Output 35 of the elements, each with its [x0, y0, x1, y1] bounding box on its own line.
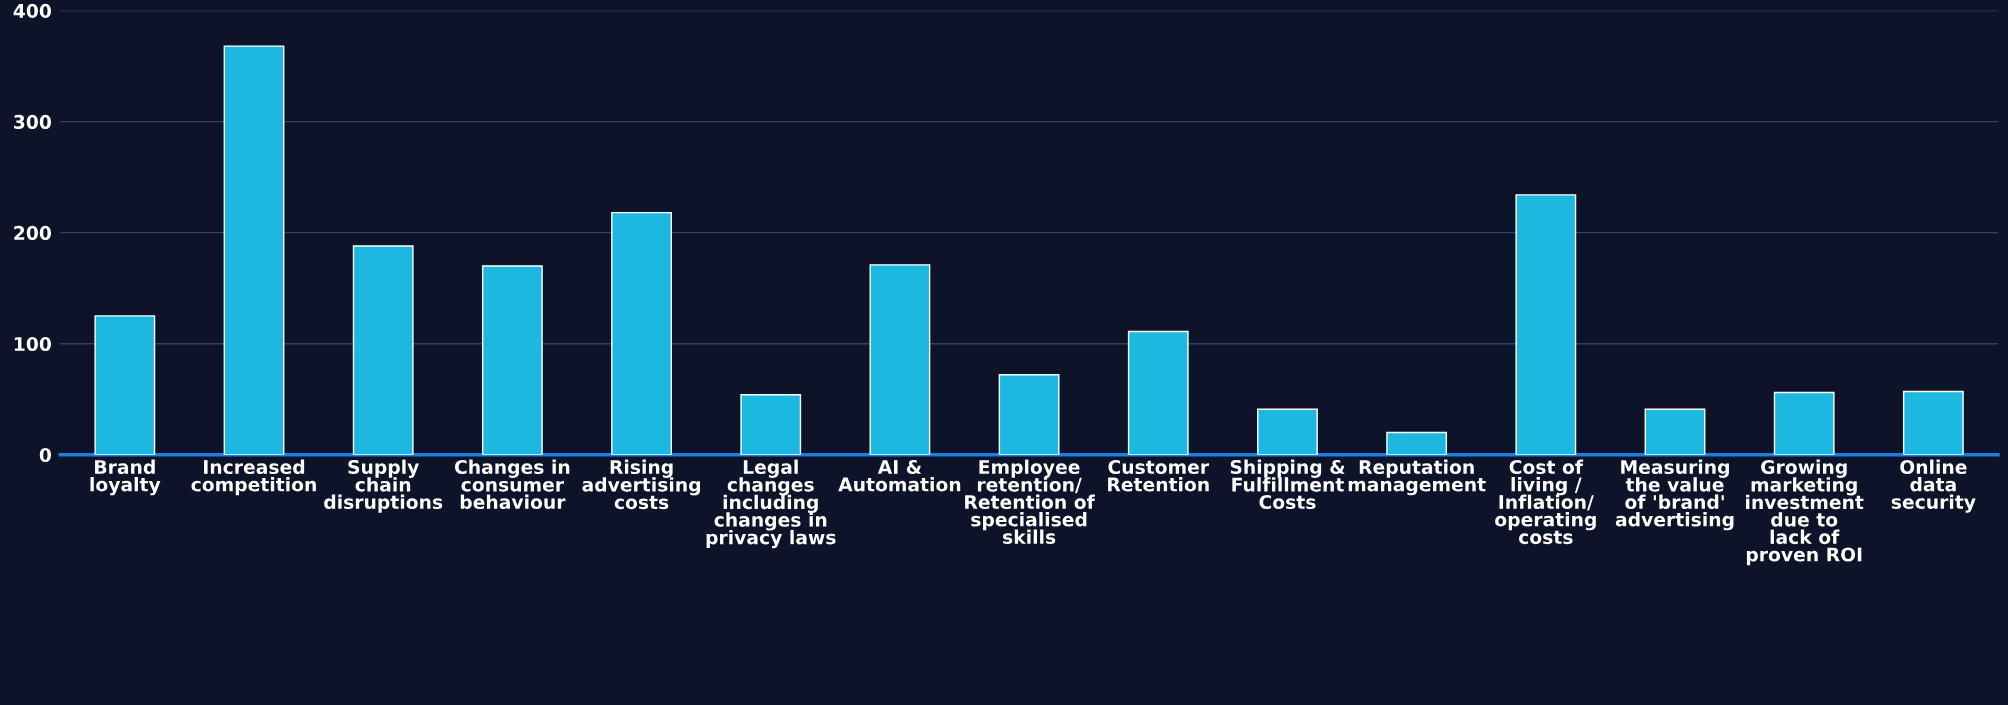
- bar: [611, 211, 672, 455]
- bar: [1257, 408, 1318, 455]
- x-tick-label: Measuring the value of 'brand' advertising: [1615, 459, 1734, 531]
- y-tick-label: 100: [14, 336, 52, 352]
- bar: [1902, 390, 1964, 455]
- bar: [1644, 408, 1706, 455]
- y-tick-label: 300: [14, 114, 52, 129]
- x-tick-label: Online data security: [1891, 459, 1976, 513]
- y-tick-label: 200: [14, 225, 52, 241]
- x-tick-label: AI & Automation: [838, 459, 961, 492]
- x-tick-label: Growing marketing investment due to lack of proven ROI: [1746, 459, 1864, 566]
- bar: [223, 45, 285, 455]
- bar: [1773, 391, 1835, 455]
- x-tick-label: Changes in consumer behaviour: [454, 459, 570, 510]
- bar: [1127, 330, 1189, 455]
- bar: [869, 264, 931, 455]
- y-tick-label: 0: [39, 447, 52, 463]
- x-tick-label: Employee retention/ Retention of specialised skills: [965, 459, 1095, 544]
- y-tick-label: 400: [13, 3, 52, 18]
- x-tick-label: Brand loyalty: [90, 459, 161, 496]
- x-tick-label: Supply chain disruptions: [324, 459, 443, 513]
- bar: [94, 315, 156, 455]
- x-tick-label: Rising advertising costs: [582, 459, 700, 510]
- x-tick-label: Shipping & Fulfillment Costs: [1230, 459, 1345, 510]
- bar: [998, 374, 1060, 455]
- bar: [740, 394, 802, 455]
- x-tick-label: Customer Retention: [1108, 459, 1210, 492]
- x-tick-label: Reputation management: [1348, 459, 1486, 496]
- x-tick-label: Increased competition: [191, 459, 316, 496]
- bar: [1386, 431, 1448, 455]
- bar: [352, 245, 414, 455]
- x-tick-label: Cost of living / Inflation/ operating costs: [1495, 459, 1596, 545]
- bar: [481, 265, 543, 455]
- x-tick-label: Legal changes including changes in privacy laws: [706, 459, 836, 549]
- bar: [1515, 194, 1577, 455]
